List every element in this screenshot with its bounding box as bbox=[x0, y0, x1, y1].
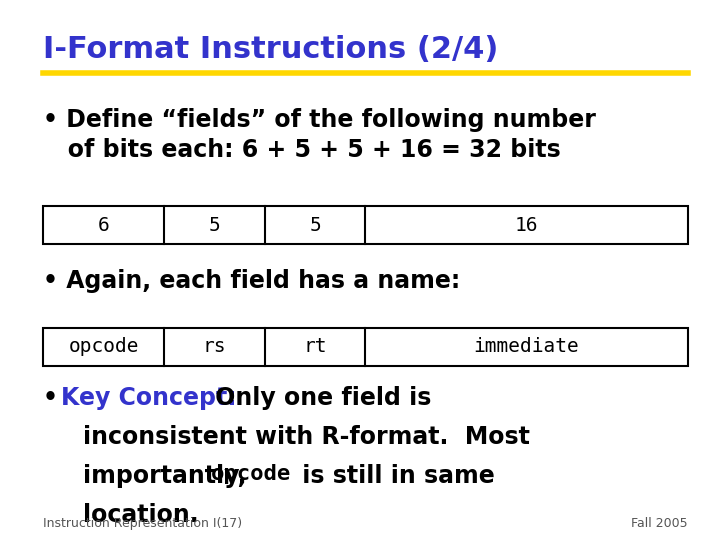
Text: I-Format Instructions (2/4): I-Format Instructions (2/4) bbox=[43, 35, 498, 64]
Text: Fall 2005: Fall 2005 bbox=[631, 517, 688, 530]
FancyBboxPatch shape bbox=[43, 328, 688, 366]
Text: location.: location. bbox=[83, 503, 199, 526]
Text: inconsistent with R-format.  Most: inconsistent with R-format. Most bbox=[83, 425, 530, 449]
Text: •: • bbox=[43, 386, 66, 410]
Text: Key Concept:: Key Concept: bbox=[61, 386, 237, 410]
Text: 16: 16 bbox=[515, 215, 539, 235]
Text: rs: rs bbox=[202, 337, 226, 356]
Text: Instruction Representation I(17): Instruction Representation I(17) bbox=[43, 517, 243, 530]
Text: 6: 6 bbox=[98, 215, 109, 235]
Text: opcode: opcode bbox=[211, 464, 291, 484]
Text: Only one field is: Only one field is bbox=[207, 386, 431, 410]
Text: immediate: immediate bbox=[474, 337, 580, 356]
Text: 5: 5 bbox=[209, 215, 220, 235]
Text: • Again, each field has a name:: • Again, each field has a name: bbox=[43, 269, 461, 293]
Text: opcode: opcode bbox=[68, 337, 139, 356]
Text: importantly,: importantly, bbox=[83, 464, 255, 488]
FancyBboxPatch shape bbox=[43, 206, 688, 244]
Text: 5: 5 bbox=[309, 215, 321, 235]
Text: • Define “fields” of the following number
   of bits each: 6 + 5 + 5 + 16 = 32 b: • Define “fields” of the following numbe… bbox=[43, 108, 596, 161]
Text: is still in same: is still in same bbox=[294, 464, 495, 488]
Text: rt: rt bbox=[303, 337, 327, 356]
